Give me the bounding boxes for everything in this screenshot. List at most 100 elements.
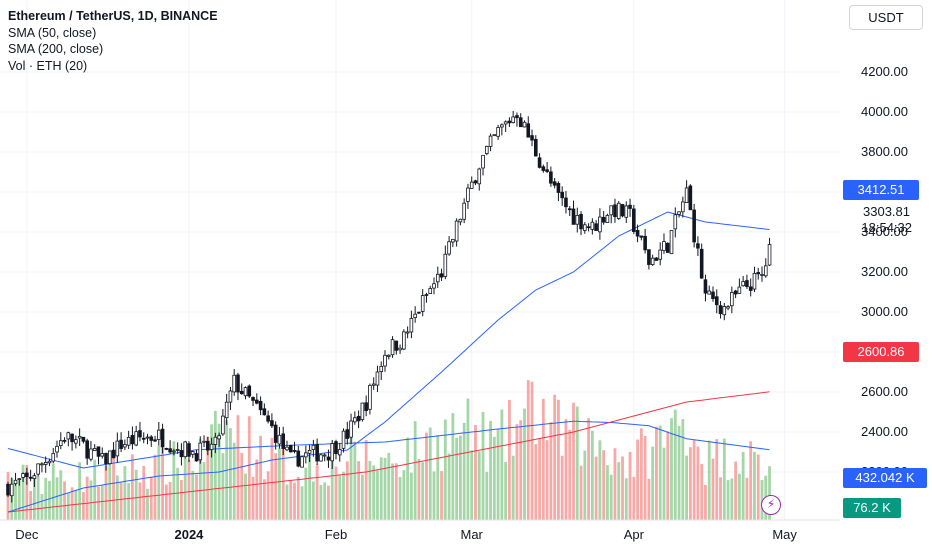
candle-body [62, 439, 67, 442]
volume-bar [398, 477, 402, 520]
candle-body [556, 183, 561, 193]
volume-bar [93, 459, 97, 520]
candle-body [711, 291, 715, 299]
candle-body [209, 443, 214, 450]
candle-body [232, 374, 237, 393]
volume-bar [289, 480, 293, 520]
candle-body [100, 453, 105, 457]
candle-body [439, 273, 444, 278]
volume-bar [749, 441, 753, 520]
volume-bar [624, 478, 628, 520]
candle-body [187, 443, 191, 457]
volume-bar [255, 459, 259, 520]
volume-bar [692, 440, 696, 520]
volume-bar [673, 409, 677, 520]
candle-body [643, 235, 647, 251]
volume-bar [549, 422, 553, 520]
candle-body [420, 295, 425, 312]
candle-body [262, 408, 267, 416]
candle-body [172, 450, 176, 453]
time-axis[interactable]: Dec 2024 Feb Mar Apr May [15, 527, 797, 542]
candle-body [692, 209, 696, 243]
volume-bar [44, 477, 48, 520]
candle-body [198, 442, 203, 461]
lightning-icon[interactable]: ⚡ [761, 495, 781, 515]
volume-bar [598, 440, 602, 520]
candle-body [141, 437, 146, 440]
candle-body [522, 121, 527, 128]
candle-body [206, 440, 210, 451]
candle-body [598, 216, 602, 233]
volume-bar [63, 481, 66, 520]
volume-bar [108, 456, 112, 520]
volume-bar [387, 453, 391, 520]
candle-body [763, 265, 768, 277]
candle-body [549, 171, 553, 184]
candle-body [36, 463, 40, 475]
currency-button[interactable]: USDT [849, 5, 923, 30]
candle-body [718, 305, 723, 315]
candle-body [190, 451, 195, 455]
volume-bar [737, 473, 741, 520]
candle-body [726, 306, 730, 309]
volume-bar [621, 456, 624, 520]
candle-body [537, 157, 542, 168]
time-tick-label: Dec [15, 527, 39, 542]
candle-body [66, 432, 71, 440]
candle-body [104, 452, 108, 465]
time-tick-label: May [772, 527, 797, 542]
volume-bar [353, 441, 357, 520]
candle-body [673, 214, 678, 230]
volume-bar [670, 418, 673, 520]
volume-bar [643, 435, 647, 520]
candle-body [337, 449, 342, 456]
volume-bar [432, 471, 436, 520]
volume-value-tag: 76.2 K [843, 498, 901, 518]
volume-bar [104, 465, 108, 520]
candle-body [123, 444, 127, 448]
volume-legend[interactable]: Vol · ETH (20) [8, 58, 88, 73]
price-tick-label: 4200.00 [861, 64, 908, 79]
symbol-title[interactable]: Ethereum / TetherUS, 1D, BINANCE [8, 9, 218, 23]
sma50-legend[interactable]: SMA (50, close) [8, 25, 97, 40]
candle-body [484, 145, 489, 154]
candle-body [251, 397, 255, 401]
volume-bar [251, 476, 255, 520]
candle-body [462, 202, 466, 220]
volume-bar [206, 436, 210, 520]
volume-bar [504, 461, 508, 520]
volume-bar [183, 457, 187, 520]
candle-body [714, 296, 719, 306]
candle-body [628, 204, 632, 209]
volume-bar [360, 474, 364, 520]
candle-body [409, 318, 414, 333]
volume-bar [244, 473, 247, 520]
volume-bar [436, 435, 440, 520]
sma200-legend[interactable]: SMA (200, close) [8, 42, 104, 56]
price-tick-label: 3000.00 [861, 304, 908, 319]
volume-bar [138, 482, 142, 520]
price-axis[interactable]: 2200.002400.002600.002800.003000.003200.… [861, 64, 908, 479]
candle-body [21, 473, 25, 478]
volume-bar [198, 438, 202, 520]
volume-bar [707, 440, 711, 520]
candle-body [156, 429, 161, 440]
volume-bar [741, 452, 745, 520]
candle-body [311, 444, 316, 450]
candle-body [168, 448, 172, 453]
price-tick-label: 2600.00 [861, 384, 908, 399]
candle-body [590, 221, 595, 230]
candle-body [115, 440, 120, 457]
candle-body [662, 241, 666, 251]
candle-body [6, 483, 10, 496]
candle-body [356, 415, 361, 422]
candle-body [58, 440, 63, 447]
candle-body [496, 127, 500, 137]
candle-body [609, 205, 613, 216]
candle-body [17, 478, 22, 481]
candle-body [55, 445, 59, 453]
volume-bar [338, 474, 342, 520]
candle-body [74, 439, 78, 444]
candle-body [760, 273, 764, 276]
